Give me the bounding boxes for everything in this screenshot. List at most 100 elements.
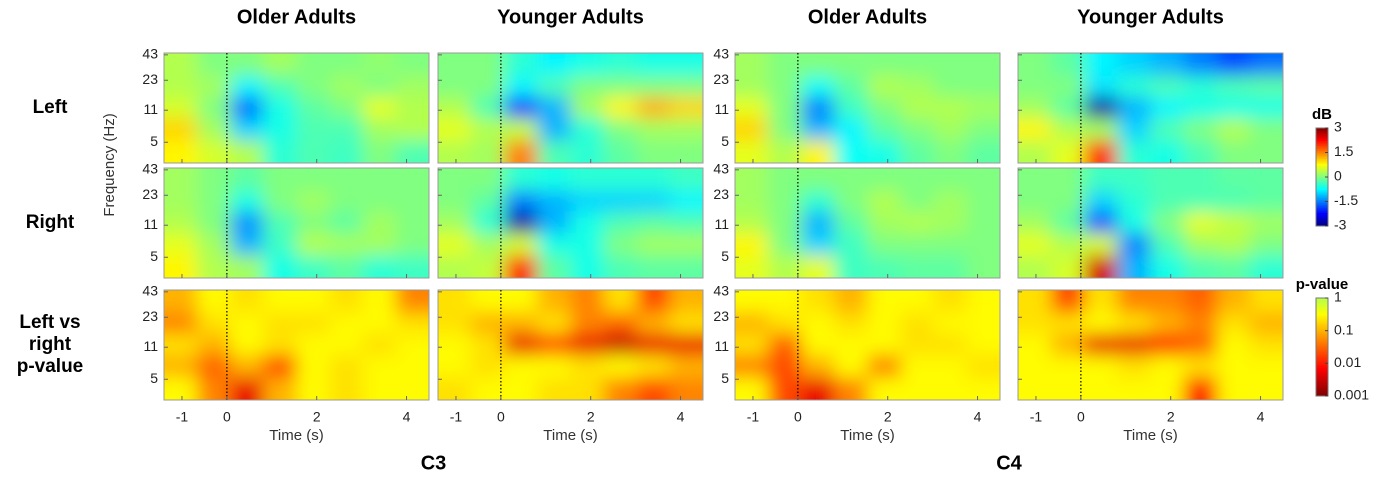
colorbar-step [1316,214,1328,217]
heatmap-cell [438,290,472,313]
heatmap [735,290,1000,400]
colorbar-step [1316,141,1328,144]
heatmap-cell [1084,232,1118,256]
heatmap-cell [834,190,868,212]
heatmap-cell [504,312,538,334]
row-label: p-value [17,356,84,377]
y-tick-label: 11 [714,338,729,354]
heatmap-cell [230,75,264,97]
heatmap-cell [570,290,605,313]
heatmap-cell [438,117,472,141]
heatmap-cell [669,254,703,278]
colorbar-tick-label: 0 [1334,168,1342,184]
heatmap-cell [1249,96,1283,119]
heatmap-cell [834,53,868,76]
colorbar-step [1316,379,1328,382]
heatmap-cell [900,254,935,278]
heatmap-cell [1150,290,1185,313]
heatmap-cell [230,139,264,163]
y-tick-label: 11 [143,338,158,354]
colorbar-tick-label: 0.1 [1334,321,1354,337]
heatmap-cell [636,254,671,278]
heatmap-cell [636,190,671,212]
heatmap-cell [801,139,835,163]
heatmap-cell [504,117,538,141]
colorbar-step [1316,199,1328,202]
heatmap-cell [966,312,1000,334]
heatmap-cell [1150,312,1185,334]
heatmap-cell [834,254,868,278]
heatmap-cell [669,232,703,256]
heatmap-cell [636,290,671,313]
heatmap-cell [1249,211,1283,234]
heatmap-cell [1018,211,1052,234]
colorbar-step [1316,312,1328,315]
heatmap-cell [669,96,703,119]
heatmap-cell [636,53,671,76]
colorbar-step [1316,366,1328,369]
heatmap-cell [867,354,902,378]
heatmap-cell [603,117,638,141]
heatmap-cell [735,254,769,278]
heatmap-cell [230,254,264,278]
heatmap-cell [471,75,505,97]
heatmap-cell [537,290,571,313]
heatmap-cell [933,190,968,212]
heatmap-cell [933,117,968,141]
heatmap-cell [230,333,264,356]
heatmap-cell [471,168,505,191]
heatmap-cell [768,139,802,163]
heatmap-cell [768,254,802,278]
heatmap-cell [735,290,769,313]
heatmap-cell [636,139,671,163]
x-tick-label: 0 [794,409,802,425]
y-tick-label: 23 [713,308,729,324]
colorbar-step [1316,364,1328,367]
colorbar-step [1316,358,1328,361]
x-tick-label: 2 [884,409,892,425]
heatmap-cell [1150,117,1185,141]
colorbar-step [1316,181,1328,184]
heatmap-cell [164,354,198,378]
heatmap-cell [1150,190,1185,212]
heatmap-cell [1018,312,1052,334]
heatmap-cell [1216,168,1251,191]
heatmap-cell [1183,139,1218,163]
heatmap-cell [735,96,769,119]
heatmap-cell [329,376,364,400]
heatmap-cell [230,168,264,191]
heatmap-cell [1216,376,1251,400]
heatmap-cell [471,333,505,356]
heatmap-cell [395,139,429,163]
colorbar-step [1316,131,1328,134]
heatmap-cell [537,333,571,356]
heatmap-cell [164,96,198,119]
heatmap-cell [329,75,364,97]
panel-frame [437,167,704,279]
colorbar-step [1316,139,1328,142]
colorbar-step [1316,134,1328,137]
heatmap-cell [1216,96,1251,119]
heatmap-cell [1051,290,1085,313]
colorbar-step [1316,389,1328,392]
heatmap-cell [603,232,638,256]
heatmap-cell [966,117,1000,141]
heatmap-cell [801,290,835,313]
heatmap-cell [966,254,1000,278]
heatmap-cell [669,211,703,234]
heatmap-cell [834,290,868,313]
colorbar-step [1316,351,1328,354]
colorbar-step [1316,353,1328,356]
heatmap-cell [263,232,297,256]
heatmap-cell [197,53,231,76]
colorbar-step [1316,170,1328,173]
heatmap-cell [1018,139,1052,163]
heatmap-cell [1183,117,1218,141]
heatmap-cell [197,333,231,356]
heatmap-cell [471,254,505,278]
heatmap [735,168,1000,278]
heatmap-cell [1084,190,1118,212]
heatmap-cell [669,53,703,76]
heatmap-cell [230,354,264,378]
colorbar-step [1316,217,1328,220]
